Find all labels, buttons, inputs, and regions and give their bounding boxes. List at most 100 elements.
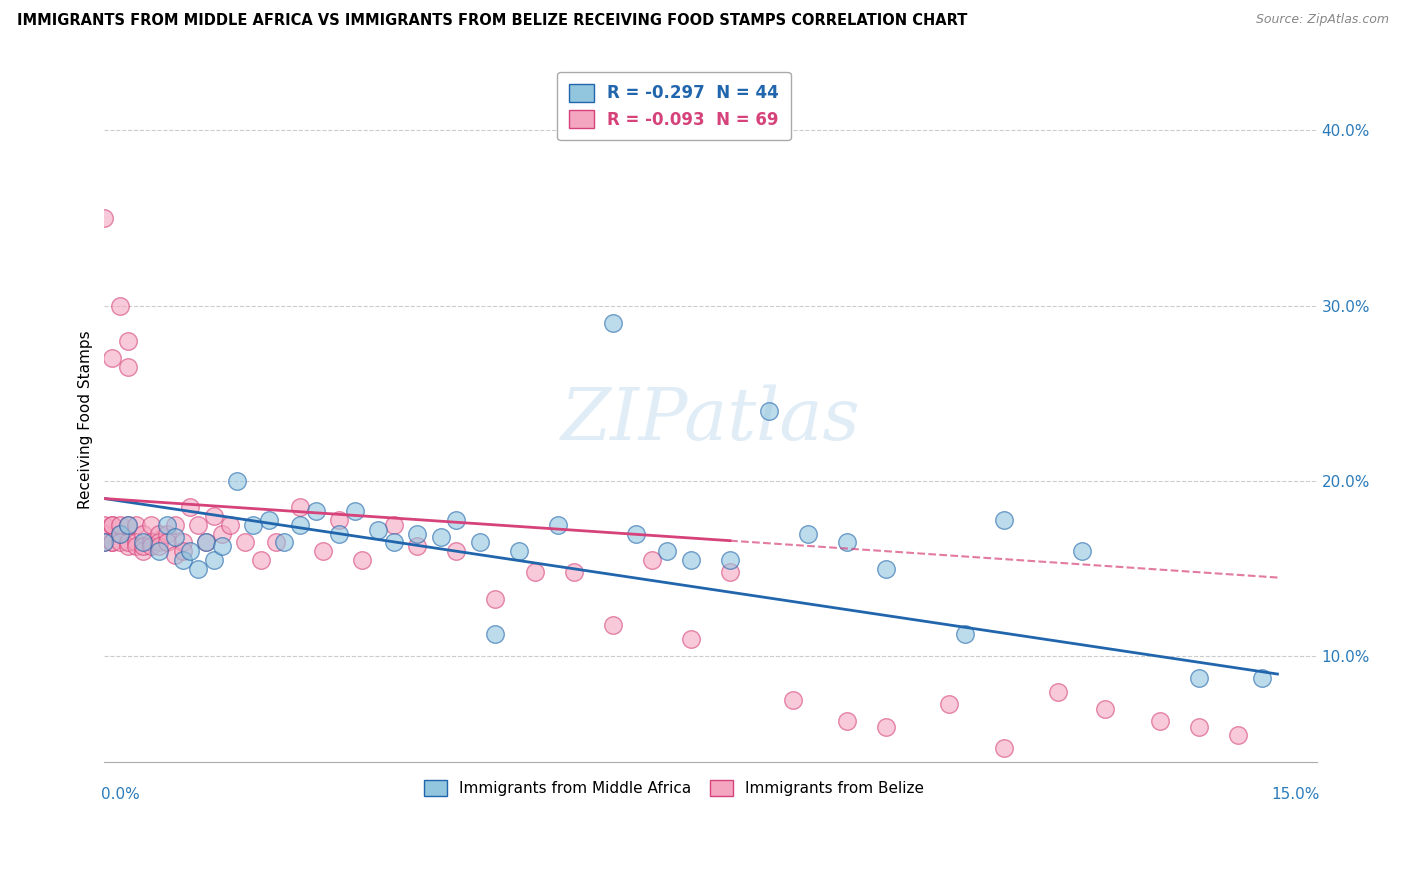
Point	[108, 526, 131, 541]
Point	[758, 404, 780, 418]
Point	[101, 535, 124, 549]
Point	[233, 535, 256, 549]
Point	[288, 500, 311, 515]
Point	[446, 544, 468, 558]
Point	[875, 562, 897, 576]
Point	[179, 544, 201, 558]
Point	[179, 500, 201, 515]
Point	[218, 517, 240, 532]
Point	[1188, 720, 1211, 734]
Point	[288, 517, 311, 532]
Point	[266, 535, 288, 549]
Point	[523, 566, 546, 580]
Text: ZIPatlas: ZIPatlas	[561, 384, 860, 455]
Point	[312, 544, 335, 558]
Point	[93, 535, 115, 549]
Point	[93, 517, 115, 532]
Point	[562, 566, 585, 580]
Point	[163, 517, 186, 532]
Point	[93, 526, 115, 541]
Y-axis label: Receiving Food Stamps: Receiving Food Stamps	[79, 330, 93, 509]
Point	[624, 526, 647, 541]
Point	[156, 517, 179, 532]
Point	[1094, 702, 1116, 716]
Point	[837, 535, 859, 549]
Point	[148, 544, 170, 558]
Point	[1047, 684, 1070, 698]
Legend: Immigrants from Middle Africa, Immigrants from Belize: Immigrants from Middle Africa, Immigrant…	[415, 771, 934, 805]
Point	[124, 539, 146, 553]
Point	[101, 517, 124, 532]
Point	[367, 523, 389, 537]
Point	[117, 359, 139, 374]
Point	[446, 513, 468, 527]
Point	[132, 539, 155, 553]
Point	[141, 535, 163, 549]
Point	[1188, 671, 1211, 685]
Point	[953, 626, 976, 640]
Point	[328, 526, 350, 541]
Point	[1149, 714, 1171, 729]
Point	[148, 535, 170, 549]
Point	[148, 539, 170, 553]
Text: 15.0%: 15.0%	[1272, 788, 1320, 803]
Point	[938, 697, 960, 711]
Point	[124, 517, 146, 532]
Point	[718, 566, 741, 580]
Point	[117, 517, 139, 532]
Point	[406, 539, 429, 553]
Point	[508, 544, 530, 558]
Point	[226, 474, 249, 488]
Point	[132, 535, 155, 549]
Point	[124, 535, 146, 549]
Point	[249, 553, 271, 567]
Text: Source: ZipAtlas.com: Source: ZipAtlas.com	[1256, 13, 1389, 27]
Point	[875, 720, 897, 734]
Point	[172, 553, 194, 567]
Point	[328, 513, 350, 527]
Point	[117, 517, 139, 532]
Point	[257, 513, 280, 527]
Point	[132, 544, 155, 558]
Point	[679, 553, 702, 567]
Point	[108, 535, 131, 549]
Point	[163, 548, 186, 562]
Point	[101, 535, 124, 549]
Point	[172, 535, 194, 549]
Point	[156, 535, 179, 549]
Point	[1071, 544, 1094, 558]
Point	[211, 526, 233, 541]
Point	[108, 526, 131, 541]
Point	[602, 316, 624, 330]
Point	[195, 535, 218, 549]
Point	[718, 553, 741, 567]
Point	[101, 517, 124, 532]
Point	[187, 562, 209, 576]
Point	[657, 544, 679, 558]
Point	[108, 517, 131, 532]
Point	[468, 535, 491, 549]
Point	[273, 535, 295, 549]
Point	[93, 535, 115, 549]
Point	[993, 513, 1015, 527]
Point	[837, 714, 859, 729]
Point	[993, 740, 1015, 755]
Point	[163, 530, 186, 544]
Point	[343, 504, 366, 518]
Point	[148, 526, 170, 541]
Point	[172, 544, 194, 558]
Point	[211, 539, 233, 553]
Point	[641, 553, 664, 567]
Point	[406, 526, 429, 541]
Point	[93, 211, 115, 225]
Point	[382, 535, 405, 549]
Point	[484, 591, 506, 606]
Point	[1250, 671, 1272, 685]
Point	[132, 526, 155, 541]
Point	[352, 553, 374, 567]
Point	[429, 530, 451, 544]
Point	[202, 553, 225, 567]
Point	[679, 632, 702, 646]
Point	[117, 535, 139, 549]
Point	[141, 539, 163, 553]
